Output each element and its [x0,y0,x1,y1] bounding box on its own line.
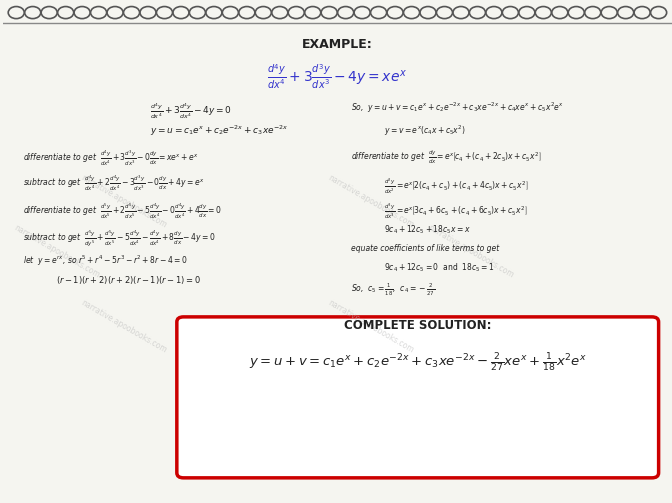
Text: narrative.apoobooks.com: narrative.apoobooks.com [427,223,516,280]
Text: narrative.apoobooks.com: narrative.apoobooks.com [79,299,168,355]
Text: $y=v=e^x(c_4x+c_5x^2)$: $y=v=e^x(c_4x+c_5x^2)$ [384,123,466,138]
Text: narrative.apoobooks.com: narrative.apoobooks.com [327,173,415,229]
Text: So,  $y=u+v=c_1e^x+c_2e^{-2x}+c_3xe^{-2x}+c_4xe^x+c_5x^2e^x$: So, $y=u+v=c_1e^x+c_2e^{-2x}+c_3xe^{-2x}… [351,101,564,115]
Text: EXAMPLE:: EXAMPLE: [302,38,373,51]
Text: equate coefficients of like terms to get: equate coefficients of like terms to get [351,244,499,253]
Text: $\frac{d^4y}{dx^4}+3\frac{d^4y}{dx^4}-4y=0$: $\frac{d^4y}{dx^4}+3\frac{d^4y}{dx^4}-4y… [150,101,232,121]
Text: $y=u+v=c_1e^x+c_2e^{-2x}+c_3xe^{-2x}-\frac{2}{27}xe^x+\frac{1}{18}x^2e^x$: $y=u+v=c_1e^x+c_2e^{-2x}+c_3xe^{-2x}-\fr… [249,352,587,374]
Text: $9c_4+12c_5+18c_5x=x$: $9c_4+12c_5+18c_5x=x$ [384,224,471,236]
Text: differentiate to get  $\frac{d^5y}{dx^5}+2\frac{d^5y}{dx^5}-5\frac{d^4y}{dx^4}-0: differentiate to get $\frac{d^5y}{dx^5}+… [23,201,222,221]
Text: differentiate to get  $\frac{dy}{dx}=e^x\!\left[c_4+(c_4+2c_5)x+c_5x^2\right]$: differentiate to get $\frac{dy}{dx}=e^x\… [351,148,541,166]
Text: So,  $c_5=\frac{1}{18}$,  $c_4=-\frac{2}{27}$: So, $c_5=\frac{1}{18}$, $c_4=-\frac{2}{2… [351,282,435,298]
Text: differentiate to get  $\frac{d^4y}{dx^4}+3\frac{d^3y}{dx^3}-0\frac{dy}{dx}=xe^x+: differentiate to get $\frac{d^4y}{dx^4}+… [23,148,199,168]
Text: $\frac{d^4y}{dx^4}+3\frac{d^3y}{dx^3}-4y=xe^x$: $\frac{d^4y}{dx^4}+3\frac{d^3y}{dx^3}-4y… [267,63,407,91]
Text: $(r-1)(r+2)(r+2)(r-1)(r-1)=0$: $(r-1)(r+2)(r+2)(r-1)(r-1)=0$ [56,274,202,286]
Text: $\frac{d^2y}{dx^2}=e^x\!\left[2(c_4+c_5)+(c_4+4c_5)x+c_5x^2\right]$: $\frac{d^2y}{dx^2}=e^x\!\left[2(c_4+c_5)… [384,176,529,196]
Text: subtract to get  $\frac{d^4y}{dx^4}+2\frac{d^4y}{dx^4}-3\frac{d^3y}{dx^3}-0\frac: subtract to get $\frac{d^4y}{dx^4}+2\fra… [23,174,204,193]
Text: narrative.apoobooks.com: narrative.apoobooks.com [12,223,101,280]
Text: COMPLETE SOLUTION:: COMPLETE SOLUTION: [344,319,491,332]
Text: narrative.apoobooks.com: narrative.apoobooks.com [79,173,168,229]
FancyBboxPatch shape [177,317,659,478]
Text: let  $y=e^{rx}$, so $r^5+r^4-5r^3-r^2+8r-4=0$: let $y=e^{rx}$, so $r^5+r^4-5r^3-r^2+8r-… [23,254,187,269]
Text: narrative.apoobooks.com: narrative.apoobooks.com [327,299,415,355]
Text: $\frac{d^3y}{dx^3}=e^x\!\left[3c_4+6c_5+(c_4+6c_5)x+c_5x^2\right]$: $\frac{d^3y}{dx^3}=e^x\!\left[3c_4+6c_5+… [384,201,528,221]
Text: $y=u=c_1e^x+c_2e^{-2x}+c_3xe^{-2x}$: $y=u=c_1e^x+c_2e^{-2x}+c_3xe^{-2x}$ [150,123,289,138]
Text: subtract to get  $\frac{d^5y}{dy^5}+\frac{d^5y}{dx^5}-5\frac{d^4y}{dx^4}-\frac{d: subtract to get $\frac{d^5y}{dy^5}+\frac… [23,229,216,249]
Text: $9c_4+12c_5=0$  and  $18c_5=1$: $9c_4+12c_5=0$ and $18c_5=1$ [384,262,495,274]
